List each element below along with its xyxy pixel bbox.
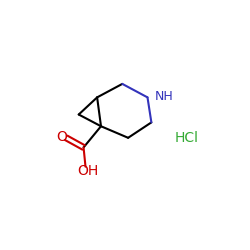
Text: OH: OH bbox=[77, 164, 98, 178]
Text: HCl: HCl bbox=[174, 131, 198, 145]
Text: O: O bbox=[56, 130, 67, 144]
Text: NH: NH bbox=[154, 90, 173, 103]
